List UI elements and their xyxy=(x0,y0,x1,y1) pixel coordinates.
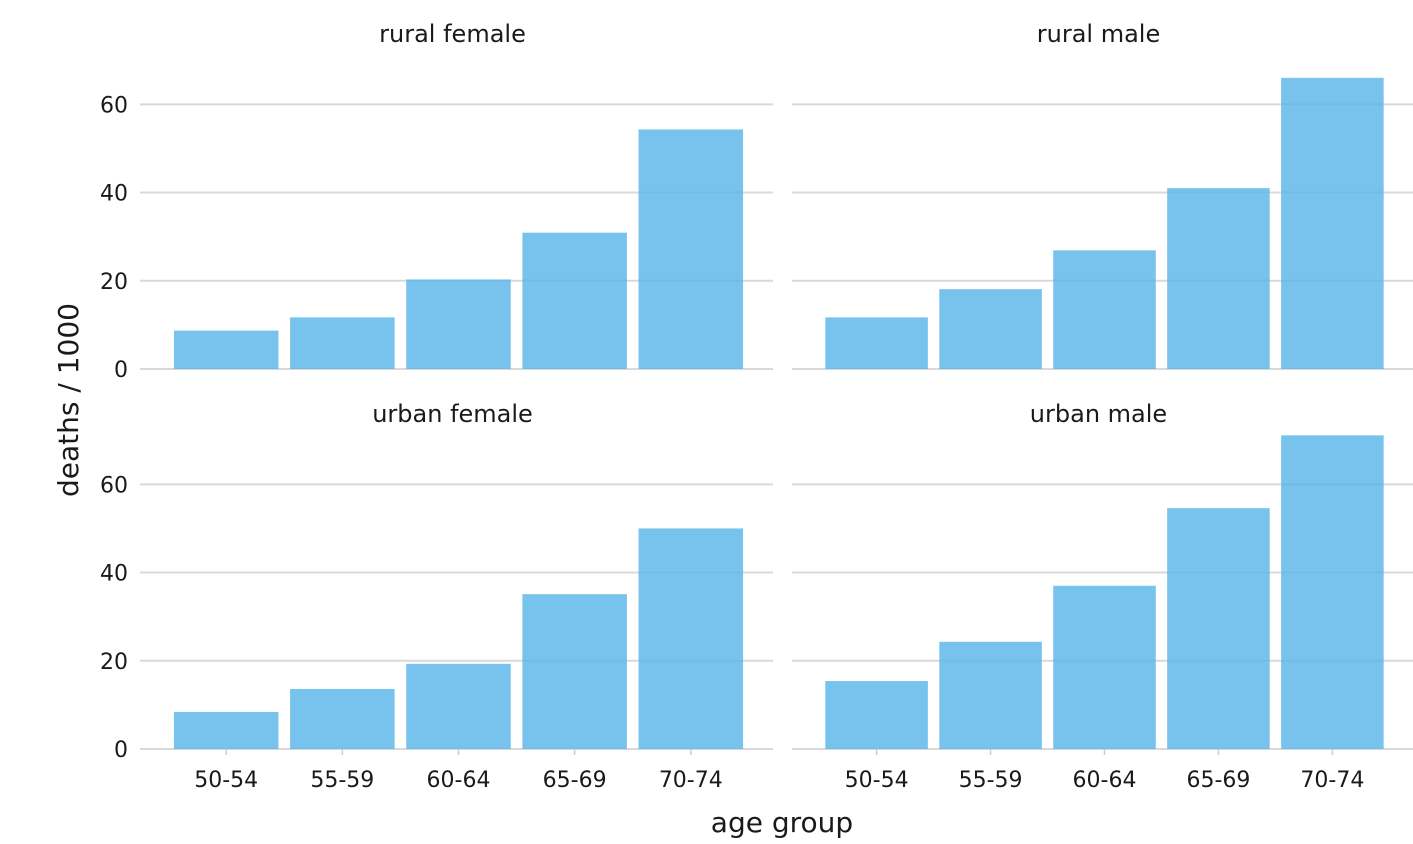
x-tick-label: 60-64 xyxy=(427,768,491,793)
x-axis-title: age group xyxy=(711,806,853,839)
bar-60-64 xyxy=(406,279,511,369)
panel-title: rural male xyxy=(1037,20,1160,48)
panels: 0 20 40 60 rural female rural male 0 20 40 60 urba… xyxy=(100,20,1413,793)
y-tick-label: 40 xyxy=(100,562,128,587)
x-tick-label: 65-69 xyxy=(543,768,607,793)
bar-50-54 xyxy=(825,317,928,369)
x-tick-label: 55-59 xyxy=(959,768,1023,793)
bar-50-54 xyxy=(173,711,279,749)
panel-rural-male: rural male xyxy=(792,20,1413,370)
y-tick-label: 20 xyxy=(100,270,128,295)
bar-60-64 xyxy=(406,663,511,749)
x-tick-label: 70-74 xyxy=(659,768,723,793)
x-tick-label: 50-54 xyxy=(194,768,258,793)
bar-50-54 xyxy=(173,330,279,369)
bar-70-74 xyxy=(1281,77,1384,369)
bar-50-54 xyxy=(825,681,928,749)
bar-60-64 xyxy=(1053,250,1156,369)
y-tick-label: 60 xyxy=(100,93,128,118)
bar-55-59 xyxy=(290,317,395,369)
bar-70-74 xyxy=(1281,435,1384,749)
y-tick-label: 60 xyxy=(100,473,128,498)
panel-title: rural female xyxy=(379,20,526,48)
y-axis-title: deaths / 1000 xyxy=(52,303,85,497)
y-tick-label: 40 xyxy=(100,182,128,207)
bar-65-69 xyxy=(1167,188,1270,369)
y-tick-label: 0 xyxy=(114,358,128,383)
x-tick-label: 65-69 xyxy=(1186,768,1250,793)
bar-60-64 xyxy=(1053,585,1156,749)
panel-rural-female: 0 20 40 60 rural female xyxy=(100,20,773,383)
x-tick-label: 60-64 xyxy=(1073,768,1137,793)
bar-55-59 xyxy=(290,689,395,749)
y-tick-label: 20 xyxy=(100,650,128,675)
panel-urban-female: 0 20 40 60 urban female 50-54 55-59 60-64 65-69 7… xyxy=(100,400,773,793)
y-tick-label: 0 xyxy=(114,738,128,763)
bar-65-69 xyxy=(522,594,627,749)
panel-title: urban male xyxy=(1030,400,1167,428)
panel-urban-male: urban male 50-54 55-59 60-64 65-69 70-74 xyxy=(792,400,1413,793)
bar-70-74 xyxy=(638,528,744,749)
bar-65-69 xyxy=(522,232,627,369)
bar-55-59 xyxy=(939,289,1042,369)
bar-55-59 xyxy=(939,641,1042,749)
x-tick-label: 70-74 xyxy=(1300,768,1364,793)
x-tick-label: 55-59 xyxy=(310,768,374,793)
bar-70-74 xyxy=(638,129,744,369)
bar-65-69 xyxy=(1167,508,1270,749)
panel-title: urban female xyxy=(372,400,533,428)
x-tick-label: 50-54 xyxy=(845,768,909,793)
